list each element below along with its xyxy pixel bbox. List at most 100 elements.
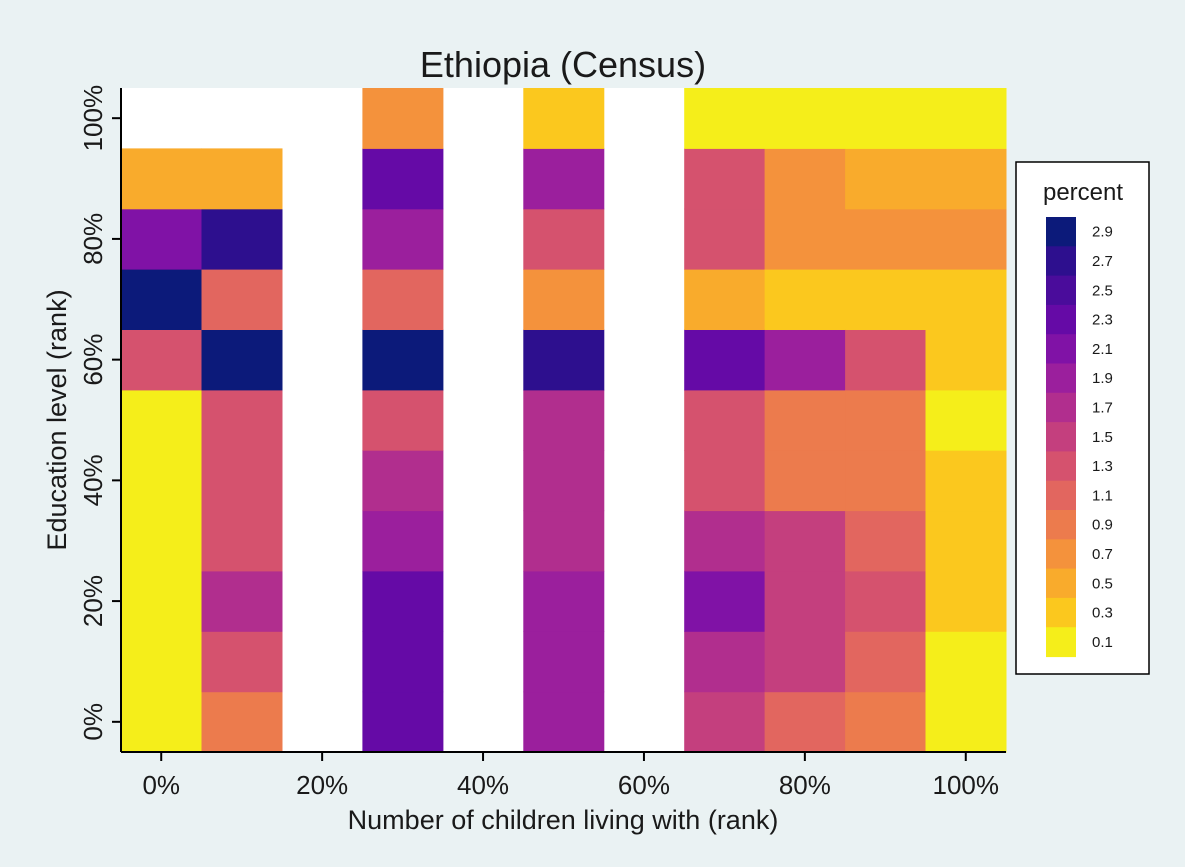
legend-swatch <box>1046 510 1076 540</box>
legend-label: 2.5 <box>1092 282 1113 299</box>
heatmap-cell <box>764 510 846 572</box>
legend: percent 2.9 2.7 2.5 2.3 2.1 1.9 1.7 1.5 1.3 1.1 0.… <box>1015 161 1150 675</box>
heatmap-cell <box>523 570 605 632</box>
legend-label: 2.3 <box>1092 312 1113 329</box>
y-axis-label: Education level (rank) <box>42 289 72 550</box>
heatmap-cell <box>523 208 605 270</box>
heatmap-cell <box>362 450 444 512</box>
heatmap-cell <box>523 148 605 210</box>
heatmap-cell <box>121 269 202 330</box>
heatmap-cell <box>362 631 444 693</box>
legend-swatch <box>1046 568 1076 599</box>
x-axis-ticks: 0% 20% 40% 60% 80% 100% <box>142 752 999 800</box>
legend-swatch <box>1046 422 1076 452</box>
x-tick-label: 80% <box>779 770 831 800</box>
legend-swatch <box>1046 539 1076 570</box>
legend-label: 1.7 <box>1092 399 1113 416</box>
heatmap-cell <box>925 208 1007 270</box>
x-tick-label: 20% <box>296 770 348 800</box>
legend-box <box>1015 161 1150 675</box>
heatmap-cell <box>845 208 927 270</box>
heatmap-cell <box>121 208 202 270</box>
heatmap-cell <box>845 510 927 572</box>
legend-swatch <box>1046 392 1076 423</box>
y-tick-label: 60% <box>78 334 108 386</box>
legend-items: 2.9 2.7 2.5 2.3 2.1 1.9 1.7 1.5 1.3 1.1 0.9 0.7 0.5 0… <box>1046 217 1113 658</box>
heatmap-cell <box>201 510 283 572</box>
heatmap-cell <box>764 691 846 753</box>
y-tick-label: 100% <box>78 85 108 152</box>
heatmap-cell <box>121 691 202 753</box>
heatmap-cell <box>925 631 1007 693</box>
heatmap-cell <box>523 329 605 391</box>
heatmap-cell <box>764 208 846 270</box>
y-tick-label: 40% <box>78 454 108 506</box>
heatmap-cell <box>845 389 927 451</box>
y-axis-ticks: 0% 20% 40% 60% 80% 100% <box>78 85 121 741</box>
heatmap-cell <box>201 570 283 632</box>
y-tick-label: 0% <box>78 703 108 741</box>
chart-title: Ethiopia (Census) <box>420 44 706 85</box>
legend-label: 2.1 <box>1092 341 1113 358</box>
heatmap-cell <box>362 148 444 210</box>
heatmap-cell <box>764 450 846 512</box>
heatmap-cell <box>925 88 1007 149</box>
heatmap-cell <box>523 269 605 330</box>
heatmap-cell <box>523 88 605 149</box>
heatmap-cell <box>684 450 766 512</box>
legend-label: 1.5 <box>1092 429 1113 446</box>
heatmap-cell <box>684 269 766 330</box>
heatmap-cell <box>362 691 444 753</box>
heatmap-cell <box>201 691 283 753</box>
heatmap-cell <box>523 450 605 512</box>
heatmap-cell <box>925 510 1007 572</box>
heatmap-cell <box>925 691 1007 753</box>
heatmap-cell <box>523 691 605 753</box>
legend-swatch <box>1046 334 1076 365</box>
legend-label: 0.5 <box>1092 575 1113 592</box>
legend-label: 0.7 <box>1092 546 1113 563</box>
legend-swatch <box>1046 275 1076 306</box>
heatmap-cell <box>845 450 927 512</box>
heatmap-cell <box>201 329 283 391</box>
heatmap-cell <box>362 570 444 632</box>
x-tick-label: 0% <box>142 770 180 800</box>
heatmap-cell <box>201 389 283 451</box>
heatmap-cell <box>684 148 766 210</box>
heatmap-cell <box>201 450 283 512</box>
heatmap-cell <box>684 631 766 693</box>
heatmap-cell <box>764 329 846 391</box>
heatmap-cell <box>764 88 846 149</box>
heatmap-cell <box>684 510 766 572</box>
heatmap-cell <box>362 510 444 572</box>
heatmap-cell <box>121 148 202 210</box>
heatmap-cell <box>362 329 444 391</box>
x-tick-label: 40% <box>457 770 509 800</box>
legend-label: 0.1 <box>1092 634 1113 651</box>
heatmap-cell <box>684 88 766 149</box>
heatmap-cell <box>925 329 1007 391</box>
heatmap-cell <box>523 631 605 693</box>
legend-swatch <box>1046 246 1076 277</box>
heatmap-cell <box>925 389 1007 451</box>
x-axis-label: Number of children living with (rank) <box>348 805 779 835</box>
heatmap-cell <box>925 450 1007 512</box>
legend-swatch <box>1046 627 1076 658</box>
heatmap-cell <box>121 389 202 451</box>
heatmap-cell <box>121 570 202 632</box>
heatmap-cell <box>684 389 766 451</box>
heatmap-cell <box>845 329 927 391</box>
heatmap-cell <box>362 269 444 330</box>
heatmap-cell <box>523 510 605 572</box>
x-tick-label: 100% <box>933 770 1000 800</box>
heatmap-cell <box>764 389 846 451</box>
heatmap-cells <box>121 88 1007 753</box>
legend-label: 2.7 <box>1092 253 1113 270</box>
heatmap-cell <box>764 148 846 210</box>
y-tick-label: 20% <box>78 575 108 627</box>
heatmap-cell <box>201 269 283 330</box>
heatmap-cell <box>845 269 927 330</box>
heatmap-cell <box>764 269 846 330</box>
